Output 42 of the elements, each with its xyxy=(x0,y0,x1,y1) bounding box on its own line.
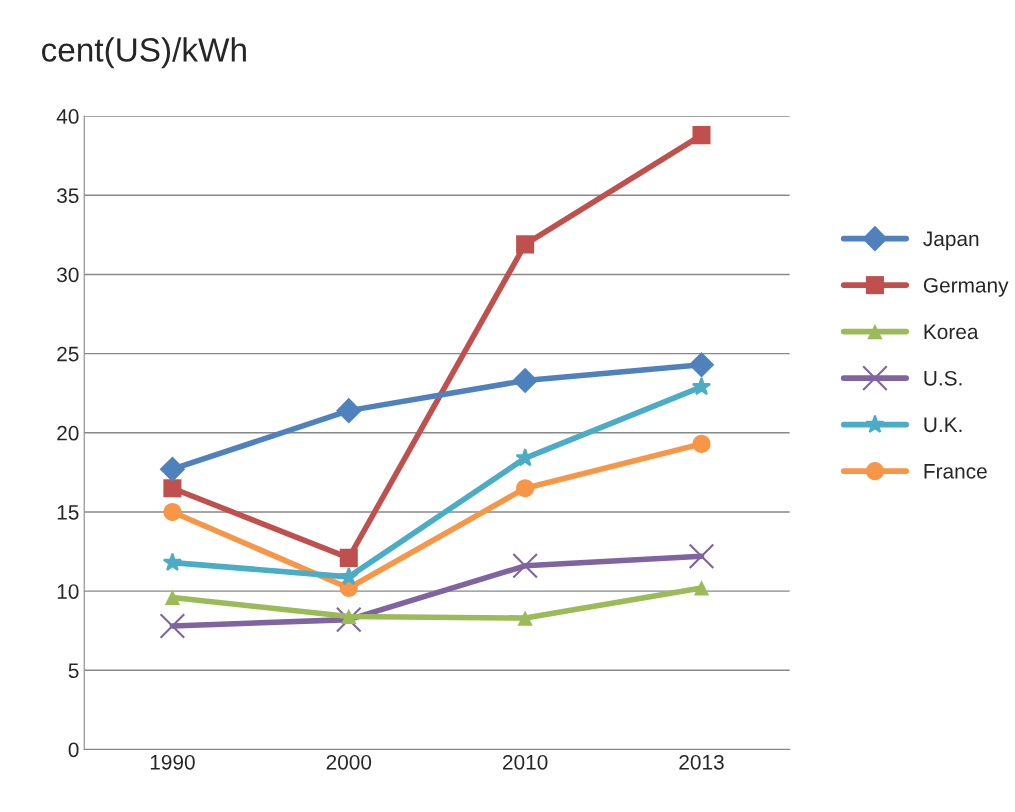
y-tick-label: 20 xyxy=(57,425,79,441)
y-tick-label: 10 xyxy=(57,584,79,599)
y-tick-label: 0 xyxy=(68,742,79,758)
point xyxy=(693,580,710,596)
point xyxy=(516,235,535,254)
point xyxy=(692,126,711,145)
y-tick-label: 30 xyxy=(57,267,79,283)
y-tick-label: 25 xyxy=(57,346,79,362)
legend-label: France xyxy=(924,464,987,479)
point xyxy=(688,351,715,378)
y-axis-title: cent(US)/kWh xyxy=(42,37,246,69)
point xyxy=(163,502,182,521)
x-tick-label: 1990 xyxy=(150,754,195,770)
point xyxy=(691,376,712,396)
point xyxy=(512,367,538,394)
point xyxy=(164,589,181,606)
point xyxy=(517,610,533,626)
point xyxy=(159,613,186,639)
y-tick-label: 5 xyxy=(68,663,79,679)
x-tick-label: 2000 xyxy=(326,754,372,770)
point xyxy=(688,543,715,570)
point xyxy=(692,434,711,453)
point xyxy=(512,552,538,579)
point xyxy=(162,552,183,571)
y-tick-label: 15 xyxy=(57,505,79,520)
y-tick-label: 35 xyxy=(57,188,79,204)
legend-label: Korea xyxy=(924,324,979,340)
point xyxy=(339,548,358,567)
x-tick-label: 2013 xyxy=(679,754,724,770)
point xyxy=(341,608,357,625)
x-tick-label: 2010 xyxy=(503,754,548,770)
point xyxy=(515,448,535,467)
legend-label: Japan xyxy=(923,231,979,251)
point xyxy=(336,397,362,424)
point xyxy=(516,479,535,498)
legend-label: U.S. xyxy=(924,370,962,386)
point xyxy=(163,479,182,498)
point xyxy=(159,456,186,482)
y-tick-label: 40 xyxy=(56,109,79,124)
legend-label: Germany xyxy=(923,277,1009,297)
point xyxy=(339,566,359,586)
legend-label: U.K. xyxy=(924,417,962,433)
